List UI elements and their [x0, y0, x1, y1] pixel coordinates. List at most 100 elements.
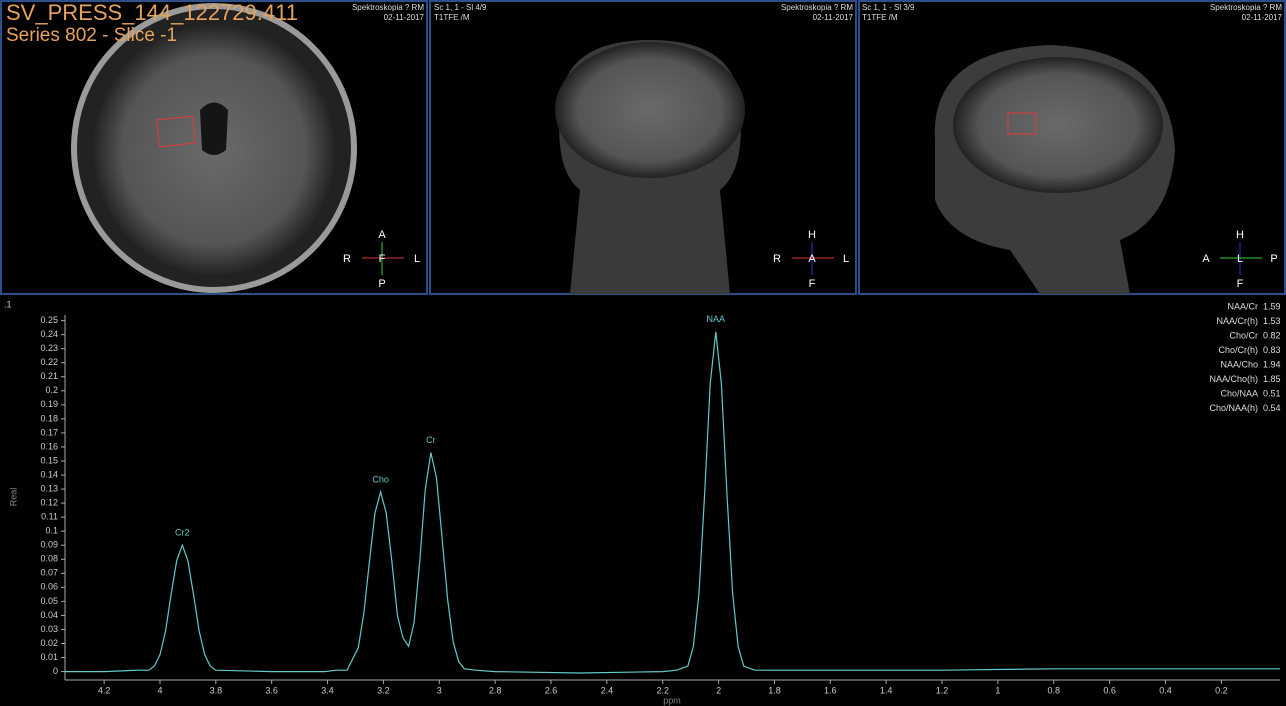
y-tick-label: 0.23: [40, 343, 58, 353]
y-tick-label: 0.22: [40, 357, 58, 367]
x-tick-label: 1.8: [768, 685, 781, 695]
study: Spektroskopia ? RM: [1210, 3, 1282, 12]
ratio-name: Cho/NAA(h): [1209, 403, 1258, 413]
y-tick-label: 0.1: [45, 526, 58, 536]
peak-label: Cr: [426, 435, 436, 445]
orientation: A: [378, 229, 386, 241]
x-tick-label: 2.4: [601, 685, 614, 695]
orientation: A: [808, 253, 816, 265]
peak-label: Cr2: [175, 528, 190, 538]
y-tick-label: 0.09: [40, 540, 58, 550]
brain: [555, 42, 745, 178]
ratio-value: 1.94: [1263, 359, 1281, 369]
y-tick-label: 0.21: [40, 371, 58, 381]
x-tick-label: 3: [437, 685, 442, 695]
orientation: A: [1202, 253, 1210, 265]
orientation: F: [379, 253, 386, 265]
series-title: SV_PRESS_144_122729.411: [6, 0, 298, 25]
x-tick-label: 4.2: [98, 685, 111, 695]
x-tick-label: 0.6: [1103, 685, 1116, 695]
ratio-name: NAA/Cr(h): [1216, 316, 1258, 326]
orientation: L: [843, 253, 849, 265]
x-axis-label: ppm: [663, 695, 681, 705]
ratio-name: NAA/Cho: [1220, 359, 1258, 369]
orientation: H: [808, 229, 816, 241]
peak-label: NAA: [707, 314, 726, 324]
y-tick-label: 0.12: [40, 497, 58, 507]
ratio-name: Cho/Cr: [1229, 330, 1258, 340]
voxel-roi: [156, 115, 196, 148]
orientation: P: [378, 278, 385, 290]
x-tick-label: 2.8: [489, 685, 502, 695]
slice-info: Sc 1, 1 - Sl 4/9: [434, 3, 487, 12]
ratio-value: 0.51: [1263, 388, 1281, 398]
y-tick-label: 0.07: [40, 568, 58, 578]
orientation: R: [343, 253, 351, 265]
date: 02-11-2017: [384, 13, 425, 22]
y-tick-label: 0.17: [40, 427, 58, 437]
x-tick-label: 0.4: [1159, 685, 1172, 695]
date: 02-11-2017: [1242, 13, 1283, 22]
x-tick-label: 0.2: [1215, 685, 1228, 695]
ventricles: [200, 102, 228, 155]
x-tick-label: 2.2: [656, 685, 669, 695]
ratio-value: 1.85: [1263, 374, 1281, 384]
y-tick-label: 0.2: [45, 385, 58, 395]
y-tick-label: 0.08: [40, 554, 58, 564]
x-tick-label: 3.2: [377, 685, 390, 695]
ratio-name: Cho/NAA: [1220, 388, 1258, 398]
orientation: F: [809, 278, 816, 290]
study: Spektroskopia ? RM: [781, 3, 853, 12]
orientation: H: [1236, 229, 1244, 241]
orientation: P: [1270, 253, 1277, 265]
date: 02-11-2017: [813, 13, 854, 22]
ratio-value: 0.54: [1263, 403, 1281, 413]
viewport-axial[interactable]: SV_PRESS_144_122729.411 Series 802 - Sli…: [0, 0, 428, 295]
study: Spektroskopia ? RM: [352, 3, 424, 12]
x-tick-label: 1.4: [880, 685, 893, 695]
ratio-value: 0.82: [1263, 330, 1281, 340]
viewport-sagittal[interactable]: Sc 1, 1 - Sl 3/9 T1TFE /M Spektroskopia …: [858, 0, 1286, 295]
ratio-value: 0.83: [1263, 345, 1281, 355]
corner-label: .1: [4, 299, 12, 309]
x-tick-label: 3.6: [265, 685, 278, 695]
x-tick-label: 1.2: [936, 685, 949, 695]
ratio-name: Cho/Cr(h): [1218, 345, 1258, 355]
y-axis-label: Real: [8, 488, 18, 507]
orientation: R: [773, 253, 781, 265]
peak-label: Cho: [372, 474, 389, 484]
y-tick-label: 0.03: [40, 624, 58, 634]
y-tick-label: 0.18: [40, 413, 58, 423]
y-tick-label: 0.06: [40, 582, 58, 592]
x-tick-label: 3.4: [321, 685, 334, 695]
spectrum-chart: .1 ppm Real 0 0.01 0.02 0.03 0.04 0.05 0.06 0.0…: [4, 299, 1281, 705]
x-tick-label: 1.6: [824, 685, 837, 695]
y-tick-label: 0.02: [40, 638, 58, 648]
series-label: Series 802 - Slice -1: [6, 25, 177, 46]
y-tick-label: 0.04: [40, 610, 58, 620]
voxel-roi: [1007, 112, 1037, 135]
slice-info: Sc 1, 1 - Sl 3/9: [862, 3, 915, 12]
x-tick-label: 1: [995, 685, 1000, 695]
y-tick-label: 0.19: [40, 399, 58, 409]
y-tick-label: 0.11: [41, 512, 58, 522]
y-tick-label: 0.15: [40, 455, 58, 465]
y-tick-label: 0.25: [40, 315, 58, 325]
ratio-value: 1.59: [1263, 301, 1281, 311]
x-tick-label: 0.8: [1048, 685, 1061, 695]
x-tick-label: 2: [716, 685, 721, 695]
y-tick-label: 0: [53, 666, 58, 676]
x-tick-label: 2.6: [545, 685, 558, 695]
y-tick-label: 0.24: [40, 329, 58, 339]
spectrum-line: [65, 331, 1280, 674]
y-tick-label: 0.01: [40, 652, 58, 662]
orientation: L: [1237, 253, 1243, 265]
y-tick-label: 0.14: [40, 469, 58, 479]
sequence: T1TFE /M: [862, 13, 898, 22]
x-tick-label: 3.8: [210, 685, 223, 695]
y-tick-label: 0.16: [40, 441, 58, 451]
viewport-coronal[interactable]: Sc 1, 1 - Sl 4/9 T1TFE /M Spektroskopia …: [429, 0, 857, 295]
orientation: F: [1237, 278, 1244, 290]
orientation: L: [414, 253, 420, 265]
